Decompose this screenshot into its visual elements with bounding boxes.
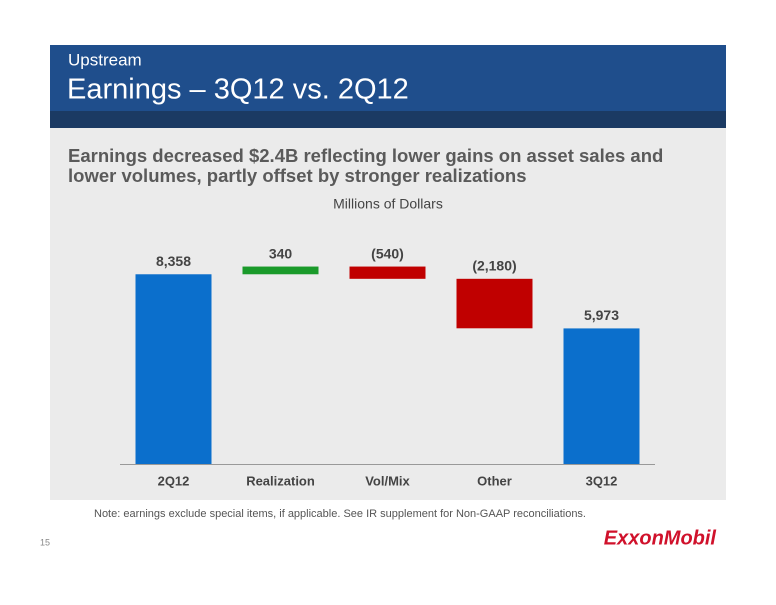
slide-title: Earnings – 3Q12 vs. 2Q12	[67, 74, 409, 106]
value-label: (540)	[371, 245, 404, 261]
subtitle-line: lower volumes, partly offset by stronger…	[68, 165, 527, 186]
bar	[456, 278, 533, 329]
x-tick-label: 2Q12	[158, 473, 190, 488]
value-label: (2,180)	[472, 258, 516, 274]
x-tick-label: Other	[477, 473, 512, 488]
bar	[349, 266, 426, 279]
x-tick-label: Realization	[246, 473, 315, 488]
bar	[135, 274, 212, 464]
subtitle-line: Earnings decreased $2.4B reflecting lowe…	[68, 145, 663, 166]
header-strip	[50, 111, 726, 128]
logo: ExxonMobil	[604, 527, 717, 549]
axis-unit-label: Millions of Dollars	[333, 196, 443, 212]
page-number: 15	[40, 537, 50, 547]
section-label: Upstream	[68, 50, 142, 69]
value-label: 8,358	[156, 253, 191, 269]
value-label: 340	[269, 245, 293, 261]
x-tick-label: Vol/Mix	[365, 473, 410, 488]
bar	[563, 328, 640, 464]
value-label: 5,973	[584, 307, 619, 323]
x-tick-label: 3Q12	[586, 473, 618, 488]
footnote: Note: earnings exclude special items, if…	[94, 508, 586, 520]
bar	[242, 266, 319, 275]
header-band	[50, 45, 726, 111]
